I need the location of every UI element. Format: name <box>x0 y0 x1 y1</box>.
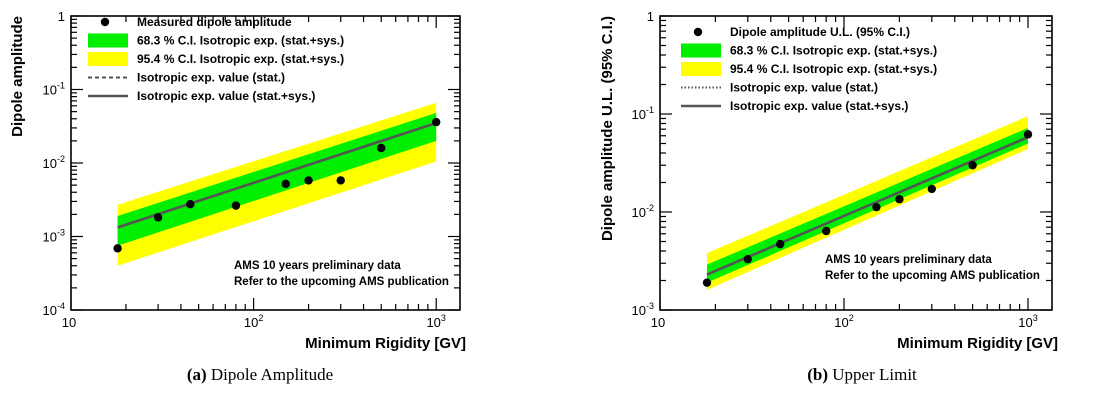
legend-label: Dipole amplitude U.L. (95% C.I.) <box>730 25 910 39</box>
legend-label: 68.3 % C.I. Isotropic exp. (stat.+sys.) <box>730 44 937 58</box>
panel-caption-text: Upper Limit <box>828 365 917 384</box>
y-axis-title: Dipole amplitude <box>9 16 26 137</box>
panel-label: (a) <box>187 365 207 384</box>
legend-band-swatch <box>681 62 721 76</box>
data-point <box>702 278 712 287</box>
x-axis-title: Minimum Rigidity [GV] <box>897 335 1058 352</box>
y-tick-label: 1 <box>647 9 654 24</box>
y-tick-label: 10-2 <box>43 154 65 171</box>
expected-value-line-stat <box>706 136 1029 276</box>
legend-label: Measured dipole amplitude <box>137 15 292 29</box>
data-point <box>872 202 881 212</box>
plot-frame <box>659 15 1053 311</box>
data-point <box>231 201 241 210</box>
annotation-line-1: AMS 10 years preliminary data <box>234 260 401 272</box>
legend-label: Isotropic exp. value (stat.) <box>730 81 878 95</box>
legend-marker <box>693 27 703 37</box>
data-point <box>304 176 313 185</box>
y-tick-label: 10-4 <box>43 301 65 318</box>
data-point <box>1023 130 1033 139</box>
x-tick-label: 102 <box>244 313 263 330</box>
annotation-line-2: Refer to the upcoming AMS publication <box>825 270 1040 282</box>
panel-label: (b) <box>807 365 828 384</box>
x-tick-label: 103 <box>426 313 445 330</box>
data-point <box>743 254 752 264</box>
y-tick-label: 10-2 <box>632 203 654 220</box>
data-point <box>281 179 290 189</box>
data-point <box>821 226 831 236</box>
x-tick-label: 10 <box>62 315 76 330</box>
data-point <box>186 200 195 209</box>
data-point <box>113 244 122 253</box>
legend-label: 95.4 % C.I. Isotropic exp. (stat.+sys.) <box>137 52 344 66</box>
legend-label: 95.4 % C.I. Isotropic exp. (stat.+sys.) <box>730 62 937 76</box>
band-68 <box>117 112 437 246</box>
data-point <box>377 143 386 153</box>
y-tick-label: 10-3 <box>43 228 65 245</box>
data-point <box>927 184 937 194</box>
panel-caption: (b) Upper Limit <box>807 365 917 384</box>
data-point <box>153 213 163 222</box>
legend-label: Isotropic exp. value (stat.+sys.) <box>137 89 315 103</box>
panel-b: 10 102 103 10-3 10-2 10-1 1 Minimum Rigidity [G… <box>599 9 1058 384</box>
data-point <box>968 161 977 170</box>
x-tick-label: 102 <box>834 313 853 330</box>
annotation-line-2: Refer to the upcoming AMS publication <box>234 276 449 288</box>
y-axis-title: Dipole amplitude U.L. (95% C.I.) <box>599 16 616 241</box>
x-axis-title: Minimum Rigidity [GV] <box>305 335 466 352</box>
panel-a: 10 102 103 10-4 10-3 10-2 10-1 1 Minimum Rigidit… <box>9 9 466 384</box>
expected-value-line-sys <box>117 121 437 229</box>
x-tick-label: 10 <box>651 315 665 330</box>
legend-band-swatch <box>681 43 721 58</box>
data-point <box>895 195 904 204</box>
data-point <box>432 117 441 127</box>
y-tick-label: 1 <box>58 9 65 24</box>
legend-band-swatch <box>88 33 128 48</box>
panel-caption: (a) Dipole Amplitude <box>187 365 333 384</box>
data-point <box>775 239 785 249</box>
legend-band-swatch <box>88 52 128 66</box>
y-tick-label: 10-1 <box>632 105 654 122</box>
data-point <box>336 176 345 185</box>
y-tick-label: 10-1 <box>43 81 65 98</box>
x-tick-label: 103 <box>1018 313 1037 330</box>
panel-caption-text: Dipole Amplitude <box>207 365 334 384</box>
legend-label: 68.3 % C.I. Isotropic exp. (stat.+sys.) <box>137 34 344 48</box>
annotation-line-1: AMS 10 years preliminary data <box>825 254 992 266</box>
legend-marker <box>100 17 110 27</box>
legend-label: Isotropic exp. value (stat.) <box>137 71 285 85</box>
y-tick-label: 10-3 <box>632 301 654 318</box>
legend-label: Isotropic exp. value (stat.+sys.) <box>730 99 908 113</box>
